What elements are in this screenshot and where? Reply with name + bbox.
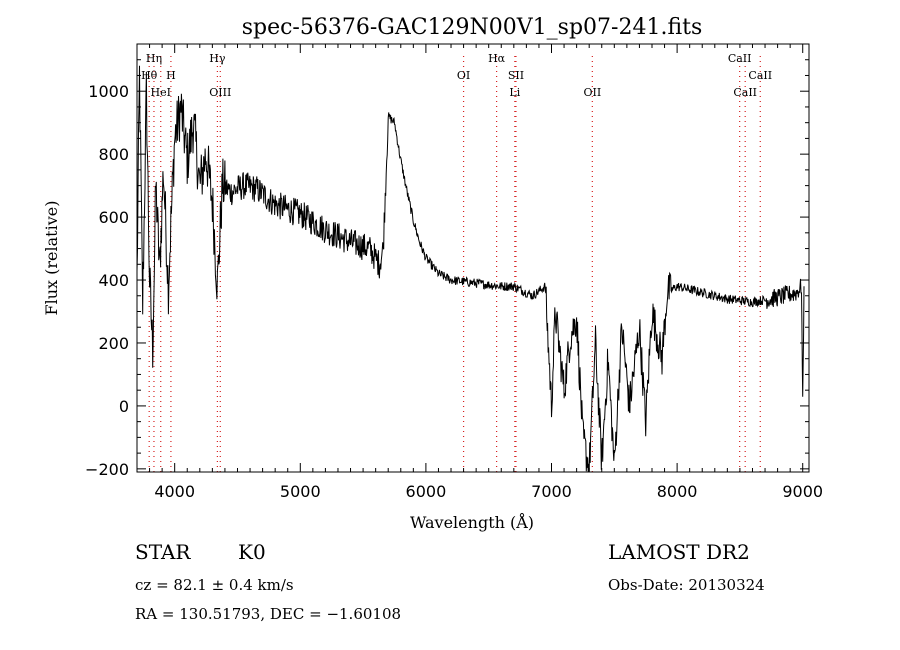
- x-tick-label: 7000: [531, 482, 572, 501]
- coordinates-readout: RA = 130.51793, DEC = −1.60108: [135, 605, 401, 623]
- spectral-line-label: OIII: [209, 86, 231, 99]
- x-tick-label: 6000: [406, 482, 447, 501]
- x-tick-label: 5000: [280, 482, 321, 501]
- spectrum-line: [136, 65, 805, 473]
- y-tick-label: 400: [98, 271, 129, 290]
- spectral-line-label: OI: [457, 69, 470, 82]
- redshift-readout: cz = 82.1 ± 0.4 km/s: [135, 576, 294, 594]
- y-tick-label: 200: [98, 334, 129, 353]
- x-axis-ticks: 4000 5000 6000 7000 8000 9000: [136, 44, 823, 501]
- plot-frame: [136, 43, 810, 473]
- object-class: STAR: [135, 540, 191, 564]
- y-tick-label: 1000: [88, 82, 129, 101]
- object-subclass: K0: [238, 540, 266, 564]
- spectral-marker-lines: [148, 56, 761, 472]
- y-tick-label: −200: [85, 460, 129, 479]
- y-axis-label: Flux (relative): [42, 201, 61, 316]
- spectral-line-label: Hγ: [209, 52, 226, 65]
- y-axis-ticks: −200 0 200 400 600 800 1000: [85, 59, 809, 479]
- spectral-line-label: Li: [509, 86, 520, 99]
- spectral-line-label: Hη: [146, 52, 162, 65]
- survey-name: LAMOST DR2: [608, 540, 750, 564]
- x-axis-label: Wavelength (Å): [410, 512, 534, 532]
- spectral-line-label: CaII: [733, 86, 757, 99]
- x-tick-label: 4000: [154, 482, 195, 501]
- observation-date: Obs-Date: 20130324: [608, 576, 765, 594]
- chart-title: spec-56376-GAC129N00V1_sp07-241.fits: [242, 15, 703, 40]
- spectral-line-label: OII: [583, 86, 601, 99]
- spectral-line-label: SII: [508, 69, 524, 82]
- spectral-line-label: H: [166, 69, 176, 82]
- y-tick-label: 800: [98, 145, 129, 164]
- spectral-line-label: HeI: [151, 86, 171, 99]
- x-tick-label: 8000: [657, 482, 698, 501]
- y-tick-label: 0: [119, 397, 129, 416]
- y-tick-label: 600: [98, 208, 129, 227]
- spectral-line-label: CaII: [748, 69, 772, 82]
- spectral-line-label: Hα: [488, 52, 506, 65]
- spectral-line-label: Hθ: [141, 69, 158, 82]
- spectral-line-label: CaII: [728, 52, 752, 65]
- x-tick-label: 9000: [782, 482, 823, 501]
